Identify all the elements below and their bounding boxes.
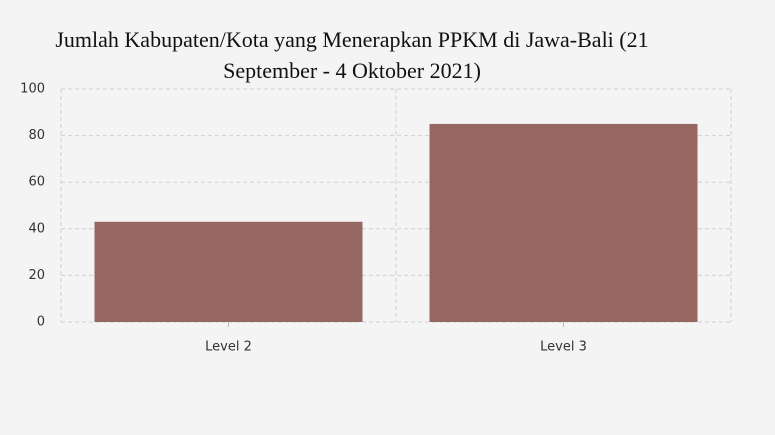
y-tick-label: 40 <box>28 221 45 236</box>
y-tick-label: 60 <box>28 175 45 190</box>
y-tick-label: 100 <box>20 82 45 97</box>
bar <box>94 221 363 322</box>
chart-title: Jumlah Kabupaten/Kota yang Menerapkan PP… <box>55 27 649 83</box>
y-tick-label: 20 <box>28 268 45 283</box>
bar <box>429 123 698 322</box>
x-tick-label: Level 3 <box>540 340 587 355</box>
y-tick-label: 0 <box>37 315 45 330</box>
y-tick-label: 80 <box>28 128 45 143</box>
x-tick-label: Level 2 <box>205 340 252 355</box>
